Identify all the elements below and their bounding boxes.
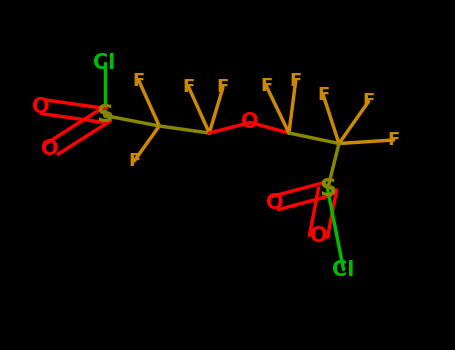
Text: F: F — [183, 78, 195, 97]
Text: O: O — [267, 193, 284, 213]
Text: F: F — [363, 92, 374, 111]
Text: F: F — [133, 71, 145, 90]
Text: O: O — [32, 97, 50, 117]
Text: Cl: Cl — [93, 53, 116, 73]
Text: F: F — [388, 131, 399, 149]
Text: Cl: Cl — [332, 259, 355, 280]
Text: O: O — [310, 226, 327, 246]
Text: F: F — [317, 85, 329, 104]
Text: F: F — [128, 152, 140, 170]
Text: F: F — [260, 77, 272, 95]
Text: F: F — [217, 78, 229, 97]
Text: S: S — [96, 104, 113, 127]
Text: S: S — [319, 177, 336, 201]
Text: O: O — [41, 139, 59, 159]
Text: F: F — [290, 71, 302, 90]
Text: O: O — [242, 112, 259, 133]
